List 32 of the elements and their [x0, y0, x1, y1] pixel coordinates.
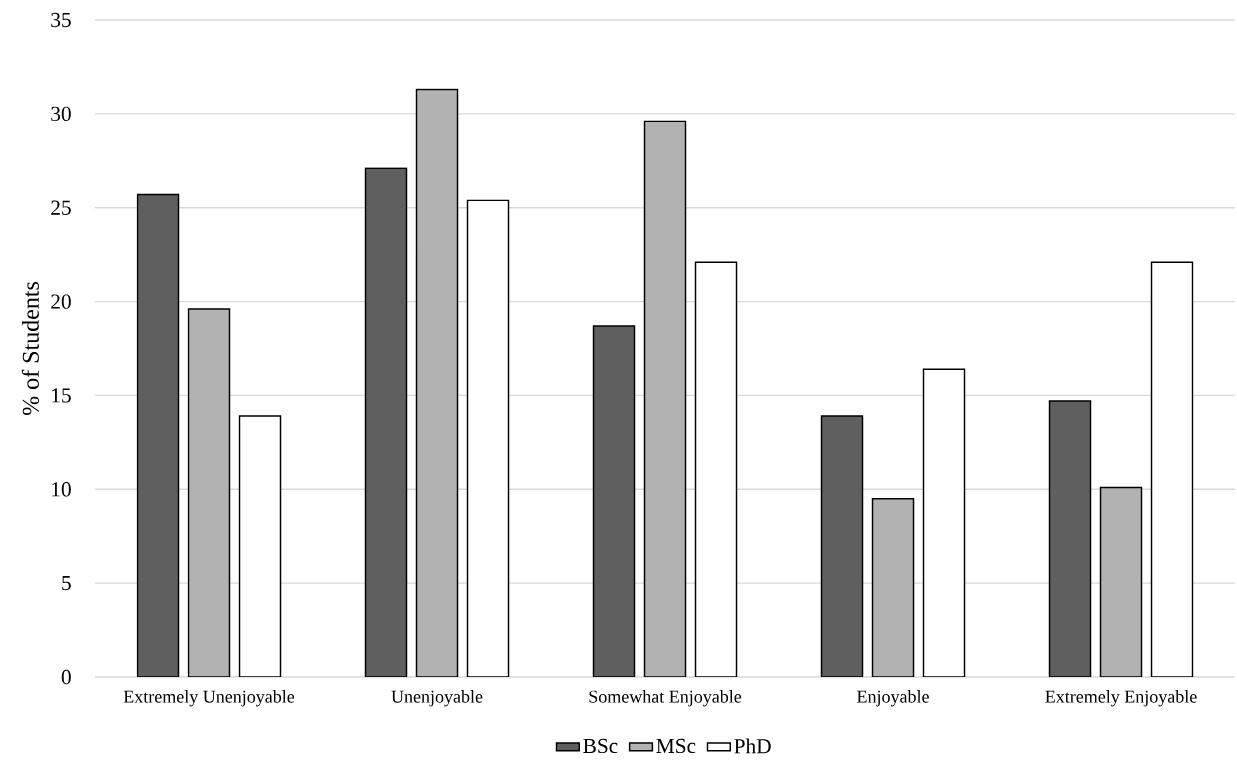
y-tick-label: 15 [52, 388, 71, 403]
x-tick-label: Somewhat Enjoyable [589, 690, 742, 707]
bar [643, 120, 687, 677]
bar [820, 415, 864, 677]
bar [238, 415, 282, 677]
bar [592, 325, 636, 677]
y-tick-label: 10 [52, 482, 71, 497]
bar [466, 199, 510, 677]
y-tick-label: 0 [61, 669, 71, 685]
bar [1048, 400, 1092, 677]
bar [364, 167, 408, 677]
bar [187, 308, 231, 677]
x-tick-label: Enjoyable [857, 690, 929, 707]
y-tick-label: 35 [51, 12, 71, 28]
bar [871, 497, 915, 677]
bar [694, 261, 738, 677]
bar [1099, 486, 1143, 677]
bar [136, 193, 180, 677]
x-tick-label: Extremely Unenjoyable [123, 690, 295, 707]
y-axis-title: % of Students [21, 282, 39, 416]
y-tick-label: 20 [51, 294, 71, 309]
legend-label: PhD [734, 738, 771, 754]
y-tick-label: 30 [51, 106, 71, 122]
legend-label: MSc [656, 738, 696, 754]
y-tick-label: 25 [51, 200, 71, 215]
x-tick-label: Unenjoyable [391, 690, 483, 707]
legend-label: BSc [583, 738, 618, 754]
x-tick-label: Extremely Enjoyable [1045, 690, 1197, 707]
bar [1150, 261, 1194, 677]
y-tick-label: 5 [62, 576, 71, 591]
bar [415, 88, 459, 677]
bar [922, 368, 966, 677]
